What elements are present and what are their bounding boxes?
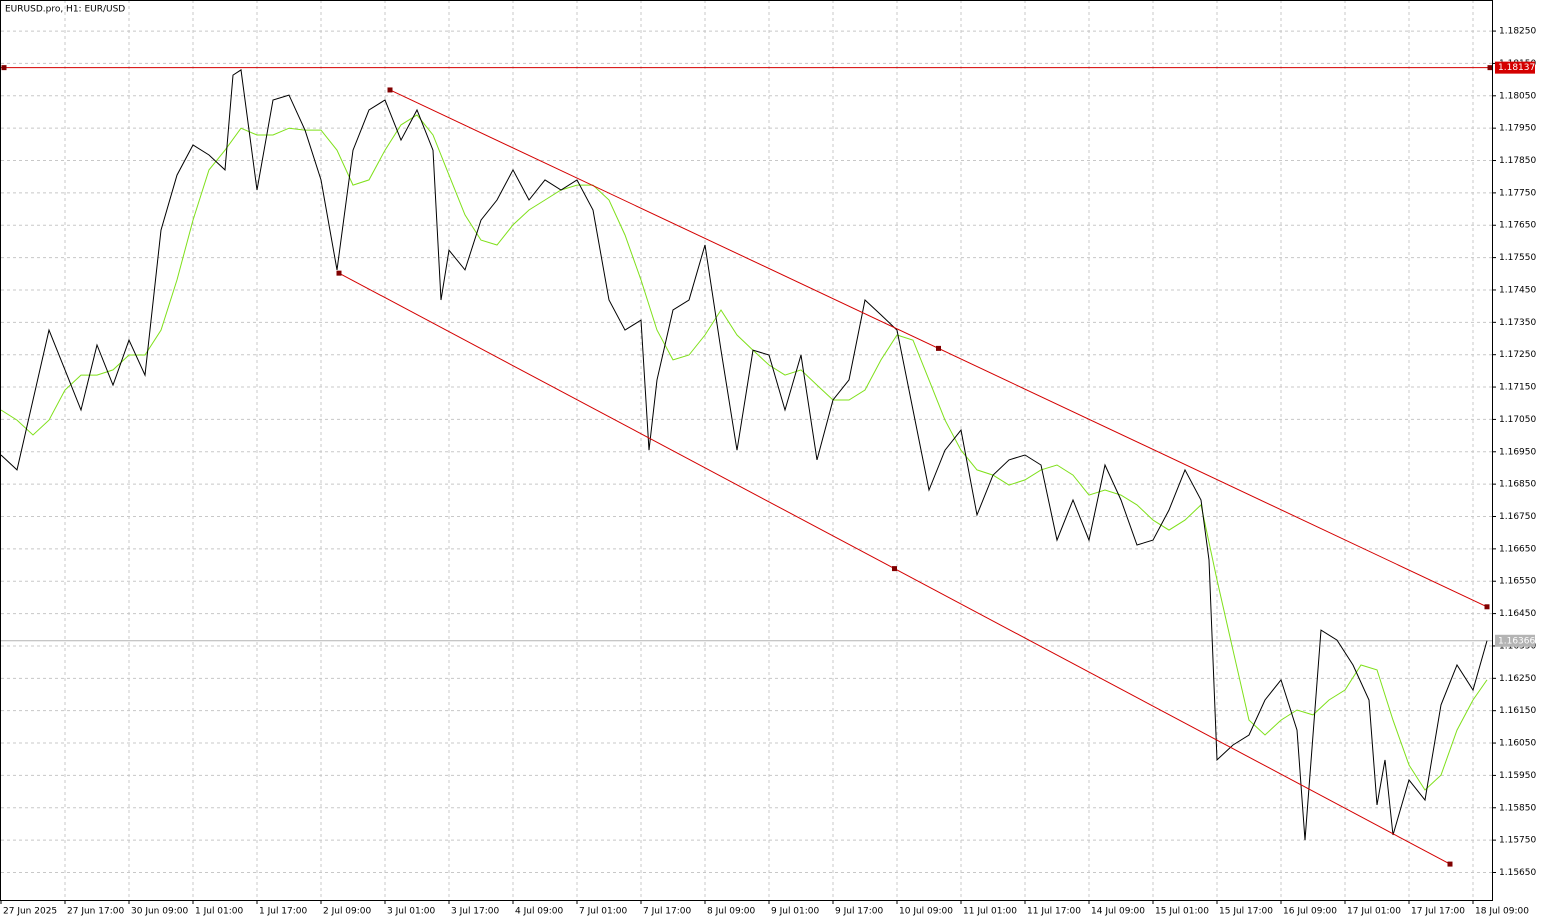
trendline-handle [1484,604,1490,610]
x-tick-label: 27 Jun 2025 [3,907,57,917]
y-tick-label: 1.16250 [1499,674,1536,684]
y-tick-label: 1.16850 [1499,480,1536,490]
y-tick-label: 1.17650 [1499,221,1536,231]
x-tick-label: 30 Jun 09:00 [131,907,188,917]
x-tick-label: 3 Jul 01:00 [387,907,436,917]
x-tick-label: 17 Jul 01:00 [1347,907,1401,917]
x-tick-label: 2 Jul 09:00 [323,907,372,917]
trendline-handle [336,270,342,276]
y-tick-label: 1.15850 [1499,803,1536,813]
last-price-box [1495,634,1535,647]
y-tick-label: 1.16450 [1499,609,1536,619]
x-tick-label: 18 Jul 09:00 [1475,907,1529,917]
trendline-handle [1447,861,1453,867]
x-tick-label: 1 Jul 17:00 [259,907,308,917]
y-tick-label: 1.15950 [1499,771,1536,781]
x-tick-label: 17 Jul 17:00 [1411,907,1465,917]
x-tick-label: 14 Jul 09:00 [1091,907,1145,917]
y-tick-label: 1.17150 [1499,383,1536,393]
x-tick-label: 3 Jul 17:00 [451,907,500,917]
y-tick-label: 1.17350 [1499,318,1536,328]
price-line [0,69,1488,841]
level-label: 1.18137 [1498,63,1535,73]
x-tick-label: 16 Jul 09:00 [1283,907,1337,917]
y-tick-label: 1.16650 [1499,544,1536,554]
y-tick-label: 1.17850 [1499,156,1536,166]
x-tick-label: 9 Jul 01:00 [771,907,820,917]
level-handle [1487,65,1493,71]
x-tick-label: 15 Jul 17:00 [1219,907,1273,917]
y-tick-label: 1.18050 [1499,91,1536,101]
x-tick-label: 1 Jul 01:00 [195,907,244,917]
trendline-handle [892,566,897,572]
last-price-label: 1.16366 [1498,636,1535,646]
y-tick-label: 1.17050 [1499,415,1536,425]
y-tick-label: 1.16950 [1499,447,1536,457]
y-tick-label: 1.17450 [1499,285,1536,295]
y-tick-label: 1.18250 [1499,27,1536,37]
level-label-box [1495,61,1535,74]
y-tick-label: 1.16150 [1499,706,1536,716]
x-tick-label: 15 Jul 01:00 [1155,907,1209,917]
trendline-handle [387,87,393,93]
y-tick-label: 1.16550 [1499,577,1536,587]
frame [0,0,1493,901]
y-tick-label: 1.16750 [1499,512,1536,522]
y-tick-label: 1.16050 [1499,739,1536,749]
x-tick-label: 10 Jul 09:00 [899,907,953,917]
y-tick-label: 1.17550 [1499,253,1536,263]
x-tick-label: 27 Jun 17:00 [67,907,124,917]
y-tick-label: 1.17750 [1499,188,1536,198]
y-tick-label: 1.17950 [1499,124,1536,134]
x-tick-label: 7 Jul 01:00 [579,907,628,917]
x-tick-label: 11 Jul 01:00 [963,907,1017,917]
y-tick-label: 1.15750 [1499,836,1536,846]
x-tick-label: 7 Jul 17:00 [643,907,692,917]
chart-title: EURUSD.pro, H1: EUR/USD [5,5,125,15]
y-tick-label: 1.17250 [1499,350,1536,360]
x-tick-label: 9 Jul 17:00 [835,907,884,917]
x-tick-label: 8 Jul 09:00 [707,907,756,917]
x-tick-label: 11 Jul 17:00 [1027,907,1081,917]
level-handle [1,65,7,71]
grid [1,0,1493,900]
x-tick-label: 4 Jul 09:00 [515,907,564,917]
trendline-handle [936,345,941,351]
y-tick-label: 1.15650 [1499,868,1536,878]
plot [0,65,1493,867]
